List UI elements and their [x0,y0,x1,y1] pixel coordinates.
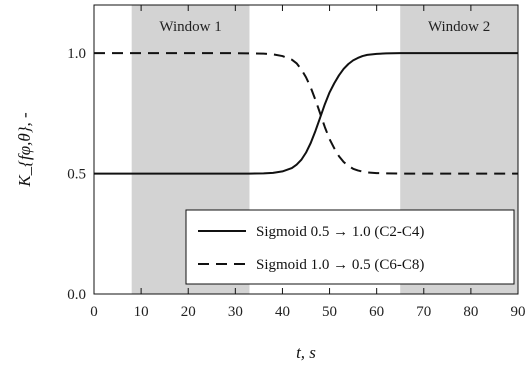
x-tick-label: 50 [322,304,337,320]
legend-label-2: Sigmoid 1.0 → 0.5 (C6-C8) [256,257,424,273]
x-tick-label: 80 [463,304,478,320]
x-tick-label: 70 [416,304,431,320]
y-tick-label: 1.0 [67,46,86,62]
legend: Sigmoid 0.5 → 1.0 (C2-C4) Sigmoid 1.0 → 0… [185,209,515,285]
x-tick-label: 90 [511,304,526,320]
y-tick-label: 0.5 [67,167,86,183]
y-axis-label: K_{fφ,θ}, - [15,112,34,188]
x-tick-label: 20 [181,304,196,320]
series-lines [94,52,518,175]
series-line-1 [94,52,518,175]
x-tick-label: 40 [275,304,290,320]
legend-box [185,209,515,285]
legend-label-1: Sigmoid 0.5 → 1.0 (C2-C4) [256,224,424,240]
x-tick-label: 60 [369,304,384,320]
x-tick-label: 10 [134,304,149,320]
plot-frame [93,4,519,295]
x-tick-label: 0 [90,304,98,320]
axis-labels: t, s K_{fφ,θ}, - [15,112,316,362]
y-tick-label: 0.0 [67,287,86,303]
window-label-2: Window 2 [428,19,490,35]
series-line-2 [94,52,518,175]
window-label-1: Window 1 [159,19,221,35]
x-tick-label: 30 [228,304,243,320]
axis-ticks: 0 10 20 30 40 50 60 70 80 90 0.0 0.5 1.0 [67,5,526,320]
x-axis-label: t, s [296,343,316,362]
